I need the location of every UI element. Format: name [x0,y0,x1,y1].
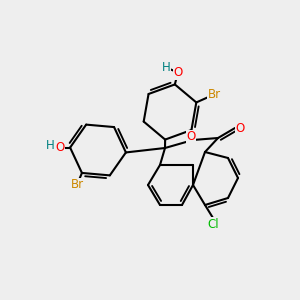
Text: Br: Br [208,88,221,101]
Text: O: O [236,122,244,134]
Text: Br: Br [70,178,83,191]
Text: H: H [46,139,55,152]
Text: Cl: Cl [207,218,219,230]
Text: O: O [186,130,196,143]
Text: O: O [56,141,65,154]
Text: O: O [173,66,182,79]
Text: H: H [161,61,170,74]
